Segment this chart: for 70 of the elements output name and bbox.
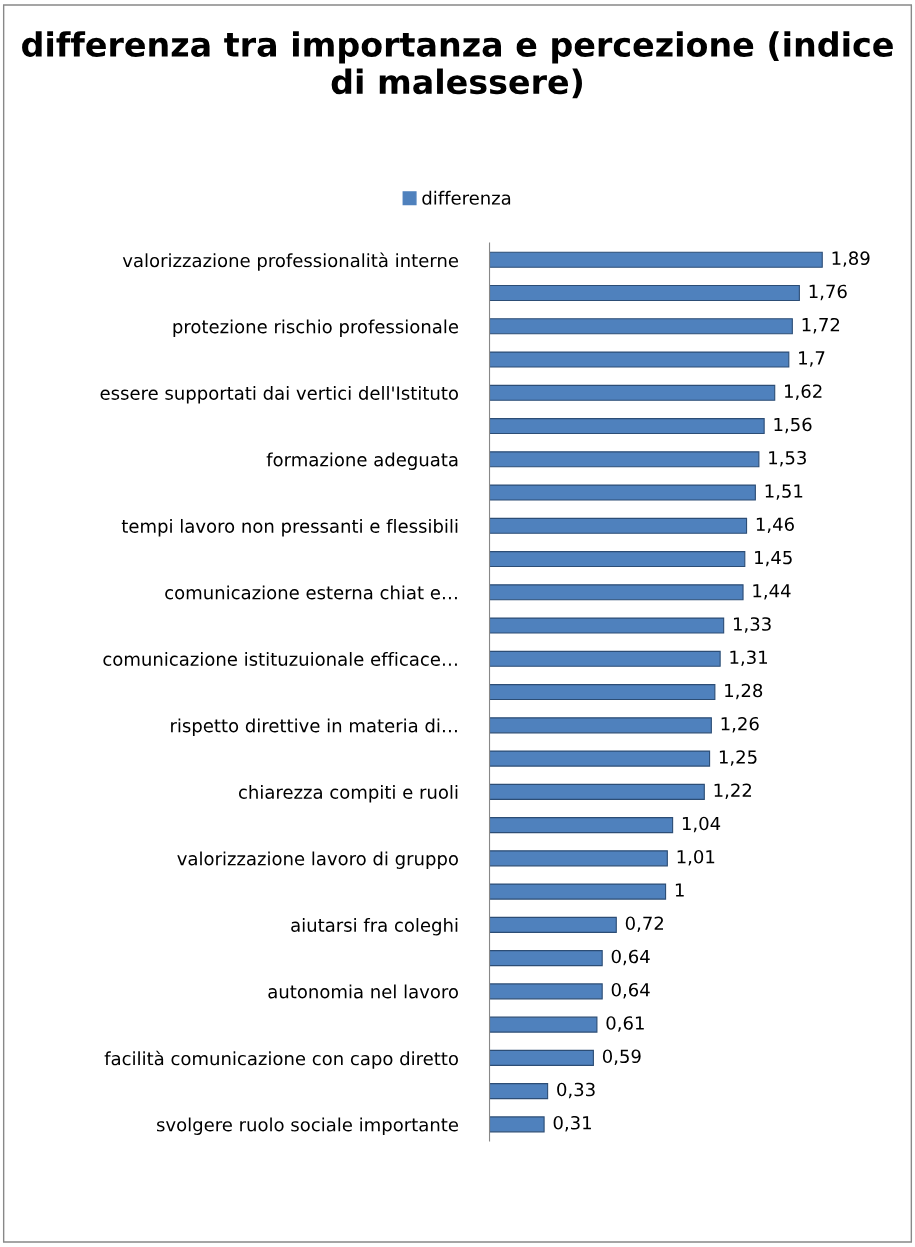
bar <box>489 285 800 302</box>
bar <box>489 783 705 800</box>
data-label: 1,04 <box>682 816 721 833</box>
bar <box>489 484 756 501</box>
bar <box>489 916 617 933</box>
bar <box>489 617 725 634</box>
data-label: 1,22 <box>714 783 752 799</box>
bar <box>489 318 793 335</box>
bar <box>489 384 776 401</box>
bar <box>489 1116 545 1133</box>
bar <box>489 251 823 268</box>
bar <box>489 517 748 534</box>
data-label: 1,46 <box>756 517 794 533</box>
data-label: 0,64 <box>611 982 650 999</box>
data-label: 1,53 <box>769 450 806 467</box>
data-label: 1,44 <box>753 584 791 600</box>
bar <box>489 451 760 468</box>
bar <box>489 684 716 701</box>
data-label: 1,51 <box>765 484 803 500</box>
data-label: 1,89 <box>832 251 870 267</box>
legend-label: differenza <box>422 190 511 205</box>
data-label: 0,64 <box>611 949 650 966</box>
bar <box>489 717 712 734</box>
bar <box>489 1016 598 1033</box>
y-tick-label: formazione adeguata <box>266 452 458 470</box>
data-label: 1,01 <box>677 849 715 866</box>
y-tick-label: essere supportati dai vertici dell'Istituto <box>100 385 458 404</box>
data-label: 1,31 <box>730 650 768 666</box>
data-label: 0,33 <box>557 1082 595 1099</box>
bar <box>489 1049 594 1066</box>
y-tick-label: tempi lavoro non pressanti e flessibili <box>121 518 458 537</box>
y-tick-label: comunicazione istituzuionale efficace… <box>103 651 457 666</box>
data-label: 1 <box>675 883 684 897</box>
bar <box>489 850 668 867</box>
bar <box>489 1083 549 1100</box>
y-tick-label: autonomia nel lavoro <box>268 984 458 999</box>
bar <box>489 551 746 568</box>
data-label: 1,33 <box>733 617 771 633</box>
bar <box>489 983 603 1000</box>
data-label: 0,72 <box>625 916 664 932</box>
y-tick-label: valorizzazione lavoro di gruppo <box>177 851 458 869</box>
y-tick-label: rispetto direttive in materia di… <box>171 718 457 736</box>
bar <box>489 750 711 767</box>
bar <box>489 883 667 900</box>
y-tick-label: chiarezza compiti e ruoli <box>238 784 458 803</box>
data-label: 1,28 <box>725 683 763 700</box>
data-label: 1,25 <box>719 750 757 766</box>
y-tick-label: protezione rischio professionale <box>173 319 459 337</box>
data-label: 0,31 <box>553 1115 591 1132</box>
data-label: 1,62 <box>785 384 822 400</box>
y-tick-label: aiutarsi fra coleghi <box>291 918 458 936</box>
bar <box>489 650 721 667</box>
chart-title: differenza tra importanza e percezione (indice di malessere) <box>22 31 893 99</box>
y-tick-label: valorizzazione professionalità interne <box>122 252 459 271</box>
data-label: 0,61 <box>606 1016 644 1032</box>
bar <box>489 950 603 967</box>
data-label: 1,72 <box>802 317 840 334</box>
data-label: 1,76 <box>809 284 847 301</box>
bar <box>489 584 744 601</box>
y-tick-label: comunicazione esterna chiat e… <box>165 585 457 600</box>
data-label: 1,45 <box>755 550 792 567</box>
bar <box>489 817 674 834</box>
data-label: 1,26 <box>721 716 759 733</box>
data-label: 1,56 <box>774 417 812 434</box>
bar <box>489 351 790 368</box>
data-label: 0,59 <box>602 1049 641 1065</box>
y-tick-label: svolgere ruolo sociale importante <box>157 1117 459 1135</box>
bar <box>489 418 765 435</box>
y-tick-label: facilità comunicazione con capo diretto <box>104 1050 458 1069</box>
data-label: 1,7 <box>799 351 825 367</box>
